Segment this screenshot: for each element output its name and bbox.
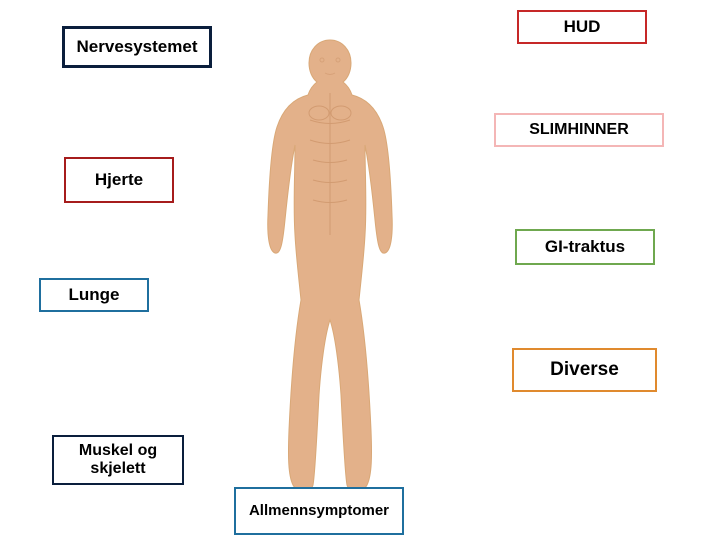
label-text: Allmennsymptomer <box>249 502 389 519</box>
label-text: Diverse <box>550 359 619 381</box>
label-allmennsymptomer: Allmennsymptomer <box>234 487 404 535</box>
label-gi-traktus: GI-traktus <box>515 229 655 265</box>
label-text: Muskel og skjelett <box>58 442 178 479</box>
human-body-figure <box>255 35 405 505</box>
label-muskel-og-skjelett: Muskel og skjelett <box>52 435 184 485</box>
label-hud: HUD <box>517 10 647 44</box>
label-text: Lunge <box>69 285 120 305</box>
label-slimhinner: SLIMHINNER <box>494 113 664 147</box>
label-lunge: Lunge <box>39 278 149 312</box>
label-text: HUD <box>564 17 601 37</box>
label-nervesystemet: Nervesystemet <box>62 26 212 68</box>
label-text: Hjerte <box>95 170 143 190</box>
label-diverse: Diverse <box>512 348 657 392</box>
label-text: GI-traktus <box>545 237 625 257</box>
label-text: Nervesystemet <box>77 37 198 57</box>
label-hjerte: Hjerte <box>64 157 174 203</box>
label-text: SLIMHINNER <box>529 121 629 139</box>
